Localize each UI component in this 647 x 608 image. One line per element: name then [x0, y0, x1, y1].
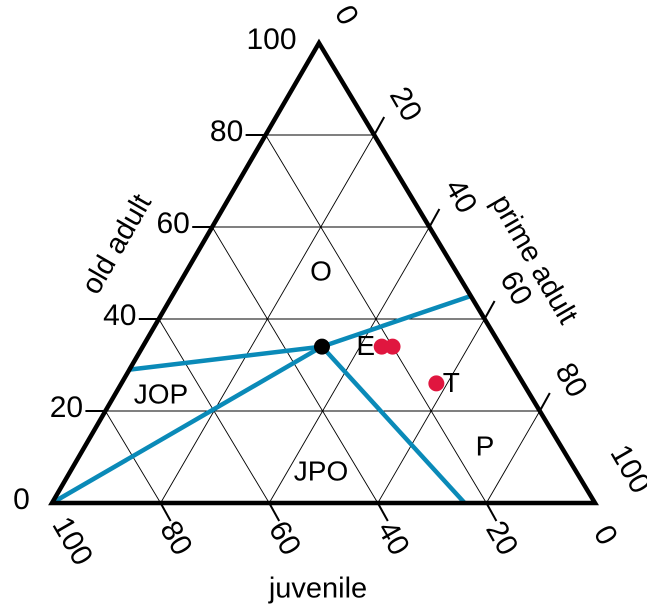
tick-label-juvenile-40: 40	[371, 516, 416, 561]
point-label-t: T	[443, 367, 460, 398]
tick-label-prime-100: 100	[604, 439, 647, 499]
tick-label-juvenile-80: 80	[153, 516, 198, 561]
tick-juvenile-20	[485, 502, 498, 522]
grid-line-prime-80	[486, 410, 541, 504]
tick-label-old-0: 0	[13, 483, 30, 516]
tick-juvenile-80	[159, 502, 172, 522]
grid-line-prime-40	[268, 226, 430, 504]
tick-label-juvenile-60: 60	[262, 516, 307, 561]
tick-prime-60	[483, 300, 496, 320]
tick-label-juvenile-100: 100	[46, 511, 100, 571]
tick-label-old-80: 80	[210, 115, 243, 148]
boundary-line-2	[50, 344, 324, 505]
tick-prime-20	[373, 116, 386, 136]
tick-label-prime-20: 20	[383, 82, 428, 127]
grid-line-juvenile-40	[211, 226, 379, 504]
boundary-line-3	[320, 345, 467, 505]
tick-label-prime-80: 80	[549, 358, 594, 403]
tick-juvenile-60	[268, 502, 281, 522]
region-labels: O JOP JPO P	[134, 255, 495, 486]
data-point-0-2	[428, 375, 445, 392]
tick-label-prime-0: 0	[328, 0, 365, 31]
tick-label-old-40: 40	[103, 299, 136, 332]
axis-title-juvenile: juvenile	[268, 573, 367, 605]
grid-lines	[105, 134, 541, 504]
axis-title-prime-adult: prime adult	[484, 189, 583, 329]
tick-juvenile-40	[376, 502, 389, 522]
tick-marks	[85, 116, 551, 522]
region-label-jop: JOP	[134, 378, 188, 409]
tick-label-old-100: 100	[246, 23, 296, 56]
tick-label-old-20: 20	[50, 391, 83, 424]
axis-title-old-adult: old adult	[76, 189, 159, 300]
region-label-o: O	[310, 255, 332, 286]
point-label-e: E	[356, 330, 375, 361]
center-point	[313, 338, 330, 355]
data-point-0-1	[384, 338, 401, 355]
tick-prime-80	[538, 392, 551, 412]
tick-label-old-60: 60	[157, 207, 190, 240]
region-label-p: P	[476, 430, 495, 461]
boundary-line-1	[129, 344, 323, 372]
tick-label-juvenile-20: 20	[479, 516, 524, 561]
tick-label-juvenile-0: 0	[587, 520, 624, 551]
grid-line-prime-60	[377, 318, 485, 504]
tick-prime-40	[428, 208, 441, 228]
boundary-line-0	[321, 293, 472, 349]
data-points: ET	[313, 330, 460, 398]
triangle-frame	[48, 38, 599, 506]
boundary-lines	[50, 293, 472, 505]
tick-label-prime-40: 40	[438, 174, 483, 219]
region-label-jpo: JPO	[294, 455, 348, 486]
